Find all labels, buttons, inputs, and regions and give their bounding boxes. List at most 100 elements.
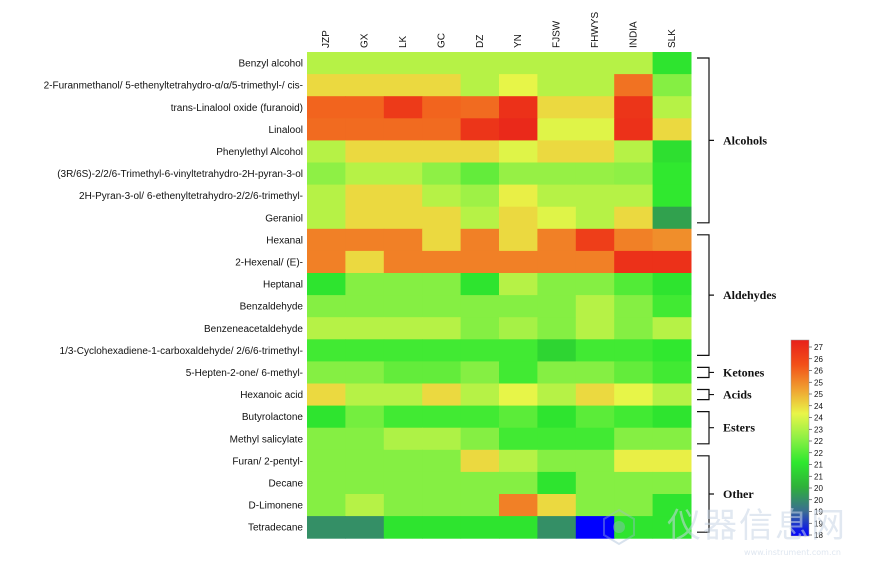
heatmap-cell — [307, 361, 346, 384]
group-bracket — [697, 411, 714, 445]
row-label: 1/3-Cyclohexadiene-1-carboxaldehyde/ 2/6… — [60, 346, 303, 357]
heatmap-cell — [614, 516, 654, 539]
heatmap-cell — [652, 427, 692, 451]
heatmap-cell — [499, 295, 538, 318]
heatmap-cell — [422, 339, 462, 362]
group-bracket — [697, 366, 714, 379]
heatmap-cell — [499, 206, 538, 230]
heatmap-cell — [537, 250, 577, 274]
column-label: GC — [436, 33, 447, 48]
heatmap-cell — [345, 184, 385, 208]
heatmap-cell — [383, 96, 423, 119]
heatmap-cell — [307, 162, 346, 186]
scale-label: 27 — [814, 343, 823, 352]
heatmap-cell — [460, 206, 500, 230]
heatmap-cell — [614, 317, 654, 340]
heatmap-cell — [345, 96, 385, 119]
heatmap-cell — [499, 339, 538, 362]
heatmap-cell — [383, 295, 423, 318]
heatmap-cell — [307, 74, 346, 97]
heatmap-cell — [383, 184, 423, 208]
heatmap-cell — [652, 250, 692, 274]
row-label: (3R/6S)-2/2/6-Trimethyl-6-vinyltetrahydr… — [57, 169, 303, 180]
heatmap-cell — [614, 471, 654, 495]
row-label: Linalool — [269, 125, 303, 136]
heatmap-cell — [652, 383, 692, 407]
heatmap-cell — [422, 317, 462, 340]
heatmap-cell — [537, 140, 577, 163]
heatmap-cell — [614, 427, 654, 451]
heatmap-cell — [614, 118, 654, 141]
heatmap-cell — [307, 228, 346, 252]
scale-label: 26 — [814, 367, 823, 376]
heatmap-cell — [422, 449, 462, 473]
heatmap-cell — [575, 74, 615, 97]
heatmap-cell — [383, 228, 423, 252]
heatmap-cell — [614, 361, 654, 384]
color-scale-bar — [790, 339, 810, 537]
heatmap-cell — [345, 162, 385, 186]
heatmap-cell — [499, 118, 538, 141]
heatmap-cell — [575, 383, 615, 407]
heatmap-cell — [422, 118, 462, 141]
row-label: Butyrolactone — [242, 412, 304, 423]
heatmap-cell — [345, 494, 385, 517]
heatmap-cell — [499, 273, 538, 296]
heatmap-cell — [460, 295, 500, 318]
heatmap-cell — [575, 339, 615, 362]
heatmap-cell — [537, 427, 577, 451]
heatmap-cell — [614, 96, 654, 119]
heatmap-cell — [345, 273, 385, 296]
heatmap-cell — [307, 96, 346, 119]
row-label: 2-Furanmethanol/ 5-ethenyltetrahydro-α/α… — [44, 81, 303, 92]
heatmap-cell — [460, 118, 500, 141]
heatmap-cell — [307, 273, 346, 296]
heatmap-cell — [652, 52, 692, 75]
heatmap-cell — [575, 494, 615, 517]
heatmap-cell — [575, 295, 615, 318]
heatmap-cell — [614, 383, 654, 407]
group-bracket — [697, 388, 714, 401]
column-label: GX — [360, 33, 371, 48]
heatmap-cell — [345, 228, 385, 252]
heatmap-cell — [575, 228, 615, 252]
heatmap-cell — [383, 361, 423, 384]
row-label: Hexanoic acid — [240, 390, 303, 401]
heatmap-cell — [575, 273, 615, 296]
heatmap-cell — [537, 295, 577, 318]
heatmap-cell — [422, 162, 462, 186]
heatmap-cell — [537, 339, 577, 362]
heatmap-cell — [575, 471, 615, 495]
heatmap-cell — [345, 295, 385, 318]
heatmap-cell — [383, 74, 423, 97]
heatmap-cell — [460, 449, 500, 473]
heatmap-cell — [575, 52, 615, 75]
scale-label: 20 — [814, 496, 823, 505]
heatmap-cell — [652, 162, 692, 186]
group-label: Esters — [723, 421, 755, 435]
group-bracket — [697, 455, 714, 533]
column-label: LK — [398, 35, 409, 48]
heatmap-cell — [383, 140, 423, 163]
heatmap-cell — [307, 383, 346, 407]
heatmap-cell — [537, 96, 577, 119]
heatmap-cell — [422, 52, 462, 75]
heatmap-cell — [499, 140, 538, 163]
scale-label: 20 — [814, 484, 823, 493]
heatmap-cell — [383, 118, 423, 141]
heatmap-cell — [537, 405, 577, 429]
row-label: Methyl salicylate — [230, 434, 304, 445]
heatmap-cell — [383, 250, 423, 274]
heatmap-cell — [383, 516, 423, 539]
heatmap-cell — [499, 361, 538, 384]
heatmap-cell — [460, 52, 500, 75]
heatmap-cell — [383, 273, 423, 296]
heatmap-cell — [499, 449, 538, 473]
heatmap-cell — [383, 471, 423, 495]
column-label: DZ — [475, 35, 486, 48]
heatmap-cell — [499, 250, 538, 274]
heatmap-cell — [652, 206, 692, 230]
column-label: SLK — [667, 29, 678, 48]
heatmap-cell — [614, 140, 654, 163]
